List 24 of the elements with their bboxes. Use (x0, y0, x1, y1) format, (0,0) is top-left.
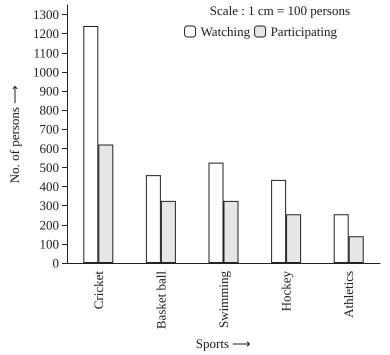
y-tick-label: 1200 (33, 26, 59, 42)
x-tick-label: Athletics (341, 270, 356, 318)
x-tick-label: Cricket (90, 270, 106, 310)
y-tick-label: 200 (40, 217, 59, 232)
y-tick-label: 1000 (33, 64, 59, 80)
y-tick-label: 600 (40, 140, 59, 156)
y-tick-label: 300 (40, 198, 59, 214)
legend-label: Watching (200, 24, 251, 39)
y-tick-label: 100 (40, 236, 59, 252)
y-tick-label: 1100 (33, 45, 59, 60)
y-tick-label: 0 (52, 255, 59, 270)
y-axis-title: No. of persons ⟶ (7, 84, 22, 184)
x-axis-title: Sports ⟶ (196, 336, 252, 351)
y-tick-label: 900 (40, 83, 59, 98)
legend-label: Participating (270, 24, 338, 39)
x-tick-label: Swimming (216, 270, 231, 328)
y-tick-label: 500 (40, 160, 59, 175)
y-tick-label: 800 (40, 102, 59, 118)
y-tick-label: 400 (40, 179, 59, 194)
y-tick-label: 700 (40, 122, 59, 137)
annotation: Scale : 1 cm = 100 persons (210, 3, 350, 18)
y-tick-label: 1300 (33, 7, 59, 22)
x-tick-label: Hockey (278, 270, 294, 312)
x-tick-label: Basket ball (153, 270, 168, 330)
